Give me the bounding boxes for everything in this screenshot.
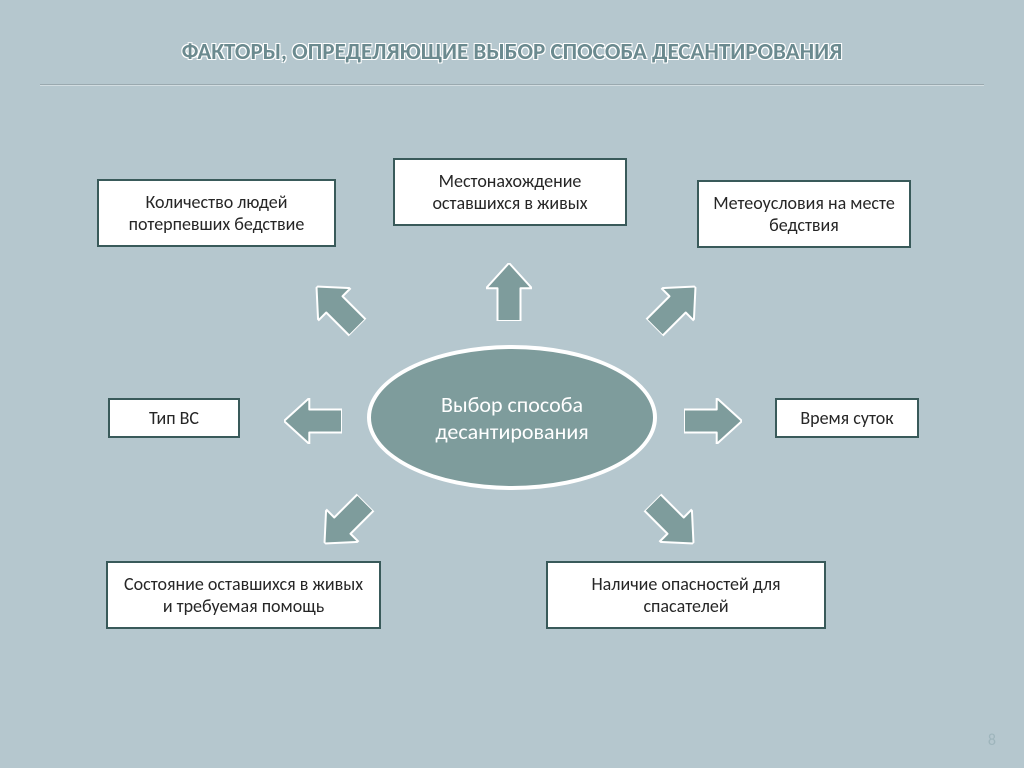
factor-label: Наличие опасностей для спасателей — [558, 573, 814, 617]
center-node: Выбор способа десантирования — [367, 345, 657, 490]
factor-weather: Метеоусловия на месте бедствия — [697, 180, 911, 248]
arrow-to-danger — [636, 486, 710, 560]
factor-label: Метеоусловия на месте бедствия — [709, 192, 899, 236]
page-number: 8 — [988, 731, 996, 750]
factor-label: Количество людей потерпевших бедствие — [109, 191, 324, 235]
factor-label: Состояние оставшихся в живых и требуемая… — [118, 573, 369, 617]
factor-danger: Наличие опасностей для спасателей — [546, 561, 826, 629]
factor-label: Время суток — [800, 407, 893, 429]
arrow-to-time — [684, 398, 742, 444]
factor-location: Местонахождение оставшихся в живых — [393, 158, 627, 226]
arrow-to-count — [300, 270, 374, 344]
title-divider — [40, 84, 984, 86]
factor-label: Местонахождение оставшихся в живых — [405, 170, 615, 214]
arrow-to-weather — [638, 270, 712, 344]
center-node-label: Выбор способа десантирования — [371, 391, 653, 445]
arrow-to-type — [284, 398, 342, 444]
factor-count: Количество людей потерпевших бедствие — [97, 179, 336, 247]
factor-time: Время суток — [775, 398, 919, 438]
arrow-to-location — [486, 263, 532, 321]
slide-title: ФАКТОРЫ, ОПРЕДЕЛЯЮЩИЕ ВЫБОР СПОСОБА ДЕСА… — [0, 38, 1024, 66]
slide: ФАКТОРЫ, ОПРЕДЕЛЯЮЩИЕ ВЫБОР СПОСОБА ДЕСА… — [0, 0, 1024, 768]
factor-state: Состояние оставшихся в живых и требуемая… — [106, 561, 381, 629]
factor-label: Тип ВС — [149, 407, 199, 429]
factor-type: Тип ВС — [108, 398, 240, 438]
arrow-to-state — [308, 486, 382, 560]
